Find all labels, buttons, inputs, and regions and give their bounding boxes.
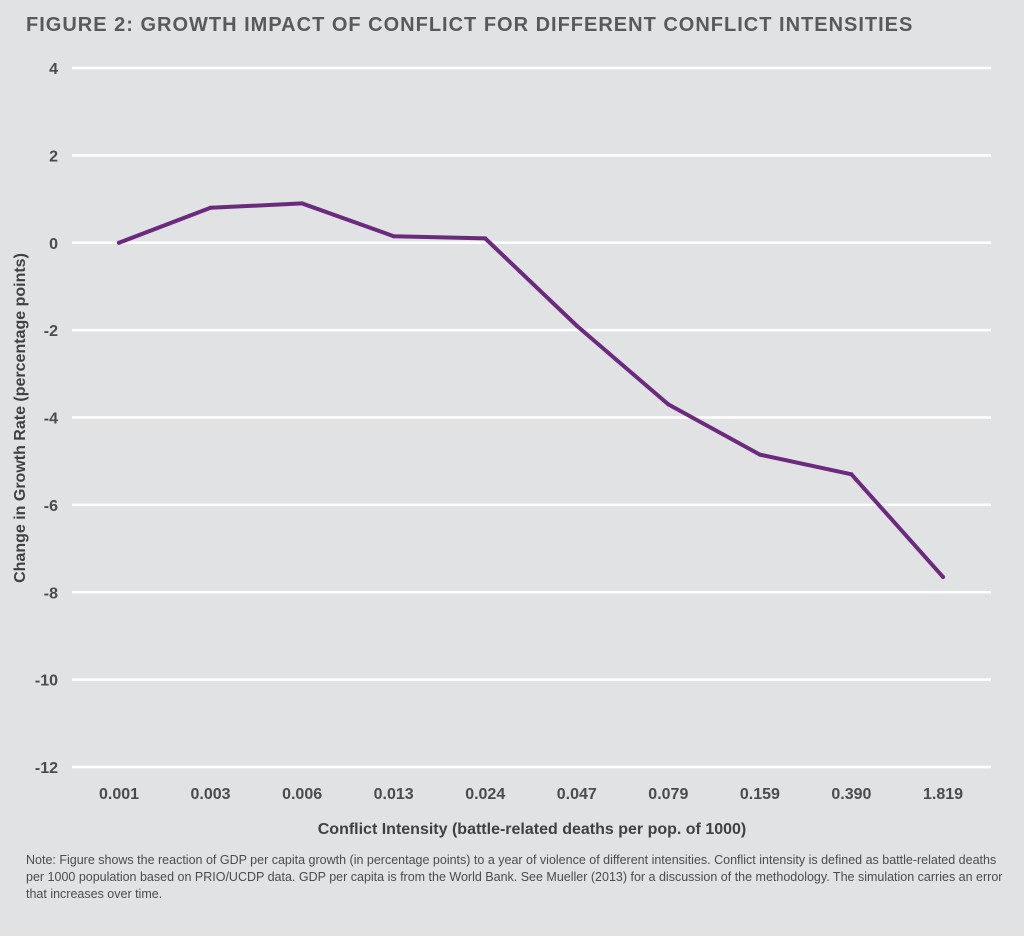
x-tick-label: 0.013	[374, 786, 414, 803]
data-point	[574, 323, 579, 328]
y-tick-label: 2	[49, 148, 58, 165]
x-axis-label: Conflict Intensity (battle-related death…	[318, 821, 747, 838]
x-tick-label: 0.024	[465, 786, 505, 803]
x-tick-label: 0.159	[740, 786, 780, 803]
data-point	[941, 574, 945, 579]
data-point	[757, 452, 762, 457]
data-point	[208, 205, 213, 210]
data-point	[117, 240, 121, 245]
y-axis-label: Change in Growth Rate (percentage points…	[12, 253, 29, 583]
y-tick-labels: 4 2 0 -2 -4 -6 -8 -10 -12	[35, 61, 58, 777]
series-line	[117, 201, 945, 579]
y-tick-label: 4	[49, 61, 58, 78]
figure-note: Note: Figure shows the reaction of GDP p…	[26, 853, 1003, 901]
y-tick-label: 0	[49, 236, 58, 253]
x-tick-label: 0.390	[831, 786, 871, 803]
x-tick-label: 0.047	[557, 786, 597, 803]
data-point	[300, 201, 305, 206]
y-tick-label: -10	[35, 673, 58, 690]
data-point	[483, 236, 488, 241]
y-tick-label: -4	[44, 411, 58, 428]
figure-title: FIGURE 2: GROWTH IMPACT OF CONFLICT FOR …	[26, 14, 914, 36]
y-tick-label: -6	[44, 498, 58, 515]
y-tick-label: -8	[44, 585, 58, 602]
y-tick-label: -12	[35, 760, 58, 777]
data-point	[849, 472, 854, 477]
series-layer	[117, 201, 945, 579]
x-tick-label: 0.003	[191, 786, 231, 803]
y-tick-label: -2	[44, 323, 58, 340]
data-point	[391, 234, 396, 239]
x-tick-label: 0.001	[99, 786, 139, 803]
x-tick-label: 0.079	[648, 786, 688, 803]
x-tick-label: 0.006	[282, 786, 322, 803]
x-tick-label: 1.819	[923, 786, 963, 803]
x-tick-labels: 0.001 0.003 0.006 0.013 0.024 0.047 0.079 0.159…	[99, 786, 963, 803]
data-point	[666, 402, 671, 407]
gridlines	[72, 66, 991, 769]
line-chart: 420-2-4-6-8-10-12 0.001 0.003 0.006 0.013 0.…	[12, 61, 991, 838]
